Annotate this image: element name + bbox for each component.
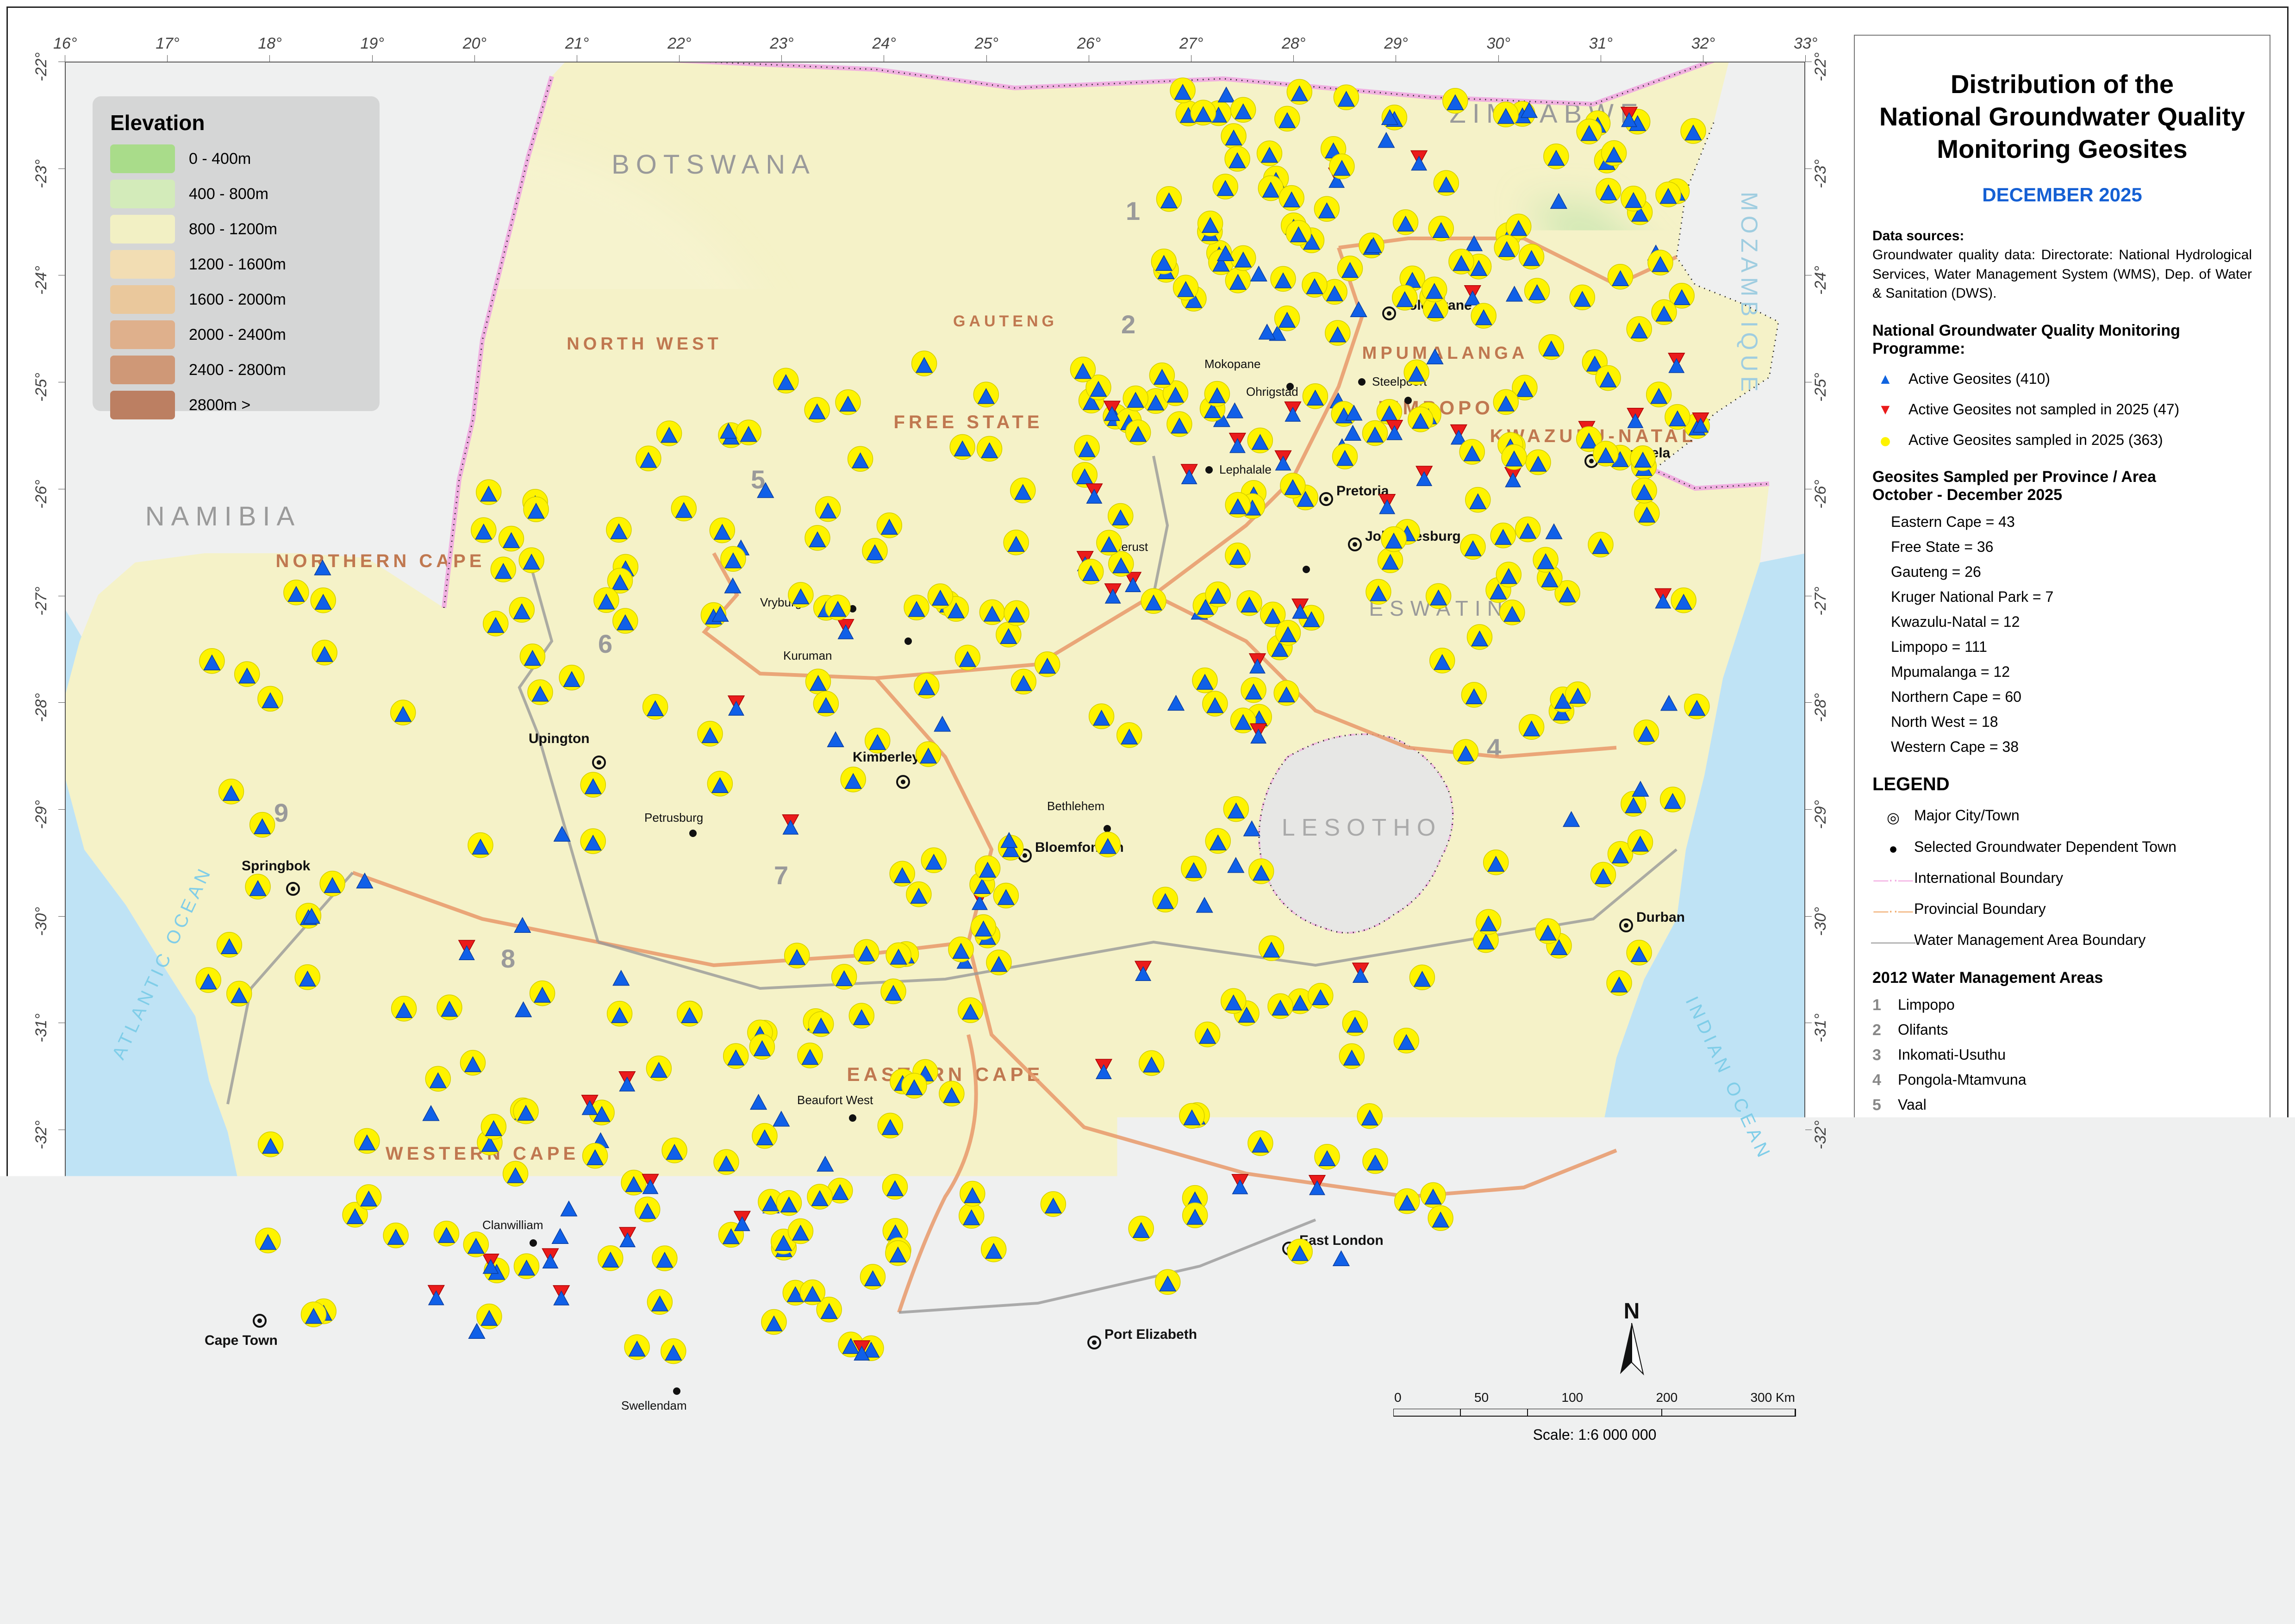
svg-text:Kuruman: Kuruman <box>783 649 832 662</box>
svg-text:MPUMALANGA: MPUMALANGA <box>1362 344 1528 363</box>
svg-text:Bethlehem: Bethlehem <box>1047 799 1104 813</box>
svg-text:Clanwilliam: Clanwilliam <box>482 1218 543 1232</box>
svg-text:FREE STATE: FREE STATE <box>894 412 1043 432</box>
svg-text:Cape Town: Cape Town <box>205 1333 278 1348</box>
svg-text:7: 7 <box>774 861 788 890</box>
svg-text:Swellendam: Swellendam <box>621 1399 687 1412</box>
svg-text:8: 8 <box>501 944 515 973</box>
svg-text:BOTSWANA: BOTSWANA <box>611 150 816 180</box>
svg-text:Upington: Upington <box>529 731 590 746</box>
svg-text:Mokopane: Mokopane <box>1204 357 1260 371</box>
svg-text:N: N <box>1624 1302 1640 1324</box>
svg-text:1: 1 <box>1126 196 1140 225</box>
svg-text:NORTHERN CAPE: NORTHERN CAPE <box>276 551 486 571</box>
svg-text:GAUTENG: GAUTENG <box>953 312 1058 330</box>
svg-text:Beaufort West: Beaufort West <box>797 1093 873 1107</box>
svg-text:9: 9 <box>274 798 288 827</box>
svg-text:Kimberley: Kimberley <box>853 750 920 765</box>
svg-text:6: 6 <box>598 629 612 658</box>
svg-text:Lephalale: Lephalale <box>1219 462 1272 476</box>
svg-text:EASTERN CAPE: EASTERN CAPE <box>847 1063 1043 1085</box>
svg-text:Petrusburg: Petrusburg <box>644 811 703 824</box>
svg-text:NORTH WEST: NORTH WEST <box>567 334 722 354</box>
svg-text:NAMIBIA: NAMIBIA <box>145 501 301 531</box>
svg-text:MOZAMBIQUE: MOZAMBIQUE <box>1736 192 1762 396</box>
svg-text:LESOTHO: LESOTHO <box>1282 814 1442 841</box>
svg-text:Springbok: Springbok <box>242 858 311 874</box>
svg-text:Port Elizabeth: Port Elizabeth <box>1104 1327 1197 1342</box>
svg-text:East London: East London <box>1299 1233 1384 1248</box>
svg-text:2: 2 <box>1121 310 1135 339</box>
svg-text:Durban: Durban <box>1636 910 1685 925</box>
svg-text:Ohrigstad: Ohrigstad <box>1246 385 1298 399</box>
